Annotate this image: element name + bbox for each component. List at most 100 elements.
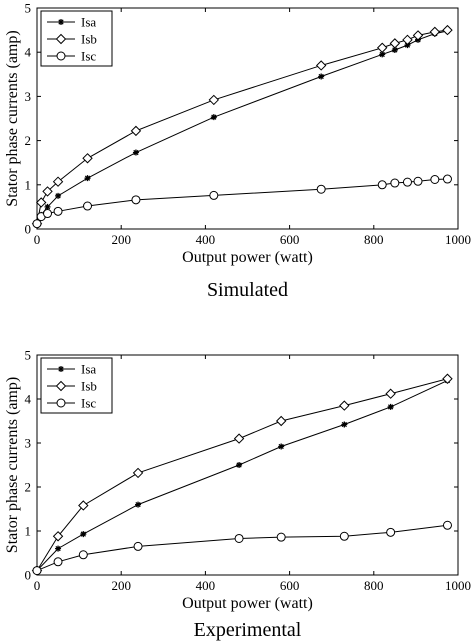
x-axis-label: Output power (watt) — [182, 249, 313, 266]
legend-marker-isa — [58, 19, 64, 25]
data-point-isb — [52, 531, 64, 542]
data-point-isa — [210, 114, 217, 121]
data-point-isb — [52, 176, 64, 187]
data-point-isc — [43, 209, 53, 219]
plot-frame — [36, 7, 459, 230]
legend-label-isc: Isc — [81, 396, 96, 411]
legend-marker-isc — [56, 398, 66, 408]
x-tick-label: 0 — [34, 232, 41, 247]
x-tick-label: 600 — [280, 232, 300, 247]
x-tick-label: 800 — [364, 232, 384, 247]
chart-caption: Simulated — [207, 279, 288, 301]
chart-2: 0 200 400 600 800 1000 0 1 2 3 4 5 Output power (wat… — [4, 348, 471, 642]
data-point-isb — [389, 38, 401, 49]
data-point-isa — [135, 501, 142, 508]
x-tick-label: 200 — [111, 232, 131, 247]
y-tick-label: 5 — [25, 348, 32, 363]
data-point-isb — [132, 467, 144, 479]
y-tick-label: 0 — [25, 222, 32, 237]
data-point-isb — [82, 153, 93, 164]
data-point-isc — [276, 532, 286, 542]
data-point-isb — [130, 125, 142, 137]
y-tick-label: 1 — [25, 177, 32, 192]
data-point-isb — [429, 26, 441, 38]
data-point-isc — [83, 201, 93, 211]
data-point-isb — [233, 433, 245, 444]
data-point-isc — [442, 520, 452, 530]
data-point-isa — [132, 149, 139, 156]
legend-label-isc: Isc — [81, 49, 96, 64]
data-point-isa — [404, 42, 411, 49]
data-point-isa — [318, 73, 325, 80]
data-point-isc — [386, 527, 396, 537]
x-tick-label: 0 — [34, 578, 41, 593]
x-tick-label: 400 — [196, 232, 216, 247]
data-point-isa — [55, 545, 62, 552]
series-isc — [32, 520, 452, 576]
data-point-isb — [385, 388, 396, 399]
y-axis-label: Stator phase currents (amp) — [4, 30, 21, 206]
data-point-isb — [339, 400, 350, 411]
data-point-isb — [412, 30, 424, 41]
y-tick-label: 3 — [25, 89, 32, 104]
data-point-isa — [84, 175, 91, 182]
x-tick-label: 200 — [111, 578, 131, 593]
data-point-isc — [402, 177, 412, 187]
data-point-isa — [341, 421, 348, 428]
data-point-isc — [413, 176, 423, 186]
y-tick-label: 3 — [25, 436, 32, 451]
data-point-isc — [131, 195, 141, 205]
data-point-isb — [36, 197, 47, 208]
y-tick-label: 2 — [25, 480, 32, 495]
data-point-isa — [80, 531, 87, 538]
data-point-isa — [387, 403, 394, 410]
legend-marker-isb — [55, 33, 67, 45]
data-point-isc — [316, 184, 326, 194]
data-point-isc — [390, 178, 400, 188]
y-tick-label: 1 — [25, 524, 32, 539]
data-point-isa — [44, 203, 51, 210]
legend-label-isb: Isb — [81, 379, 97, 394]
data-point-isb — [275, 415, 287, 427]
x-tick-label: 600 — [280, 578, 300, 593]
x-axis-label: Output power (watt) — [182, 595, 313, 612]
legend: Isa Isb Isc — [40, 10, 113, 67]
y-tick-label: 0 — [25, 568, 32, 583]
y-tick-label: 4 — [25, 45, 32, 60]
series-line-isc — [36, 524, 448, 572]
data-point-isa — [236, 462, 243, 468]
data-point-isa — [391, 46, 398, 53]
data-point-isb — [315, 60, 327, 71]
plot-frame — [36, 354, 459, 576]
x-tick-label: 1000 — [445, 578, 471, 593]
data-point-isc — [78, 550, 88, 560]
data-point-isc — [32, 566, 42, 576]
y-tick-label: 4 — [25, 392, 32, 407]
data-point-isc — [339, 531, 349, 541]
data-point-isb — [42, 186, 53, 197]
legend: Isa Isb Isc — [40, 357, 113, 414]
legend-label-isa: Isa — [81, 362, 96, 377]
legend-marker-isa — [58, 366, 64, 372]
data-point-isc — [209, 190, 219, 200]
data-point-isb — [78, 500, 89, 511]
data-point-isa — [379, 51, 386, 58]
data-point-isc — [377, 180, 387, 190]
legend-label-isb: Isb — [81, 32, 97, 47]
data-point-isa — [278, 443, 285, 450]
series-isc — [32, 174, 452, 229]
data-point-isb — [442, 24, 453, 36]
y-tick-label: 2 — [25, 133, 32, 148]
data-point-isc — [53, 206, 63, 216]
x-tick-label: 800 — [364, 578, 384, 593]
chart-caption: Experimental — [194, 619, 302, 641]
data-point-isc — [53, 557, 63, 567]
data-point-isc — [442, 174, 452, 184]
legend-marker-isb — [55, 380, 67, 392]
legend-label-isa: Isa — [81, 15, 96, 30]
data-point-isc — [430, 174, 440, 184]
y-axis-label: Stator phase currents (amp) — [4, 377, 21, 553]
data-point-isb — [208, 94, 220, 106]
data-point-isb — [402, 34, 413, 46]
